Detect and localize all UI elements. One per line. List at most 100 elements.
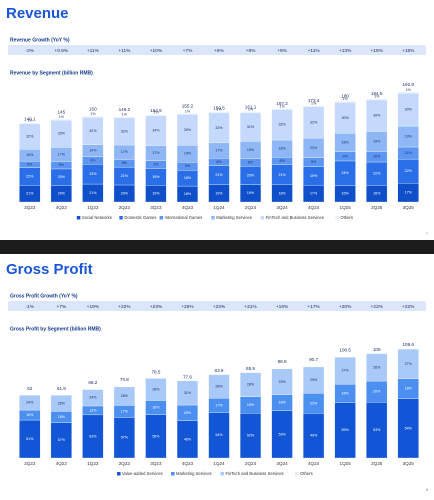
x-tick-label: 3Q25	[403, 205, 415, 210]
legend-swatch	[171, 472, 175, 476]
segment-label: 53%	[373, 428, 381, 432]
segment-label: 17%	[405, 191, 413, 195]
segment-label: 1%	[311, 101, 317, 105]
segment-label: 57%	[121, 436, 129, 440]
bar-segment	[366, 98, 388, 101]
segment-label: 18%	[152, 406, 160, 410]
x-tick-label: 4Q23	[182, 205, 194, 210]
segment-label: 18%	[405, 387, 413, 391]
bar-segment	[50, 395, 72, 412]
bar-segment	[113, 116, 135, 118]
segment-label: 28%	[215, 384, 223, 388]
segment-label: 14%	[89, 149, 97, 153]
segment-label: 19%	[310, 174, 318, 178]
segment-label: 31%	[247, 125, 255, 129]
bar-segment	[366, 353, 388, 382]
legend-label: International Games	[165, 215, 203, 220]
segment-label: 1%	[90, 112, 96, 116]
segment-label: 54%	[405, 426, 413, 430]
segment-label: 32%	[121, 129, 129, 133]
segment-label: 17%	[215, 149, 223, 153]
segment-label: 26%	[121, 394, 129, 398]
segment-label: 24%	[342, 171, 350, 175]
segment-label: 26%	[58, 401, 66, 405]
growth-row	[8, 45, 426, 55]
segment-label: 16%	[373, 192, 381, 196]
segment-label: 18%	[278, 401, 286, 405]
legend-swatch	[119, 216, 123, 220]
x-tick-label: 3Q25	[403, 461, 415, 466]
segment-label: 27%	[405, 362, 413, 366]
legend-label: Value-added Services	[122, 471, 163, 476]
segment-label: 24%	[26, 401, 34, 405]
growth-value: +22%	[118, 304, 131, 310]
segment-label: 17%	[152, 151, 160, 155]
growth-value: +17%	[307, 304, 320, 310]
segment-label: 22%	[373, 172, 381, 176]
segment-label: 34%	[152, 129, 160, 133]
segment-label: 21%	[89, 191, 97, 195]
growth-value: +23%	[150, 304, 163, 310]
total-label: 78.5	[151, 369, 160, 374]
growth-value: +16%	[276, 304, 289, 310]
segment-label: 1%	[185, 109, 191, 113]
x-tick-label: 3Q23	[150, 461, 162, 466]
segment-label: 1%	[153, 110, 159, 114]
growth-value: +7%	[183, 48, 193, 54]
bar-segment	[176, 380, 199, 406]
segment-label: 52%	[247, 434, 255, 438]
legend-swatch	[76, 216, 81, 220]
bar-segment	[397, 348, 419, 379]
segment-label: 18%	[278, 191, 286, 195]
legend-swatch	[117, 472, 121, 476]
bar-segment	[334, 356, 356, 385]
segment-label: 19%	[215, 191, 223, 195]
segment-label: 1%	[122, 113, 128, 117]
segment-label: 21%	[26, 192, 34, 196]
x-tick-label: 2Q25	[371, 205, 383, 210]
segment-label: 21%	[215, 173, 223, 177]
segment-label: 31%	[184, 391, 192, 395]
x-tick-label: 3Q22	[24, 461, 36, 466]
segment-label: 15%	[26, 153, 34, 157]
legend-swatch	[335, 216, 339, 220]
legend-label: FinTech and Business Services	[266, 215, 324, 220]
segment-label: 53%	[278, 432, 286, 436]
x-tick-label: 3Q22	[24, 205, 36, 210]
bar-segment	[19, 395, 41, 411]
segment-label: 20%	[184, 411, 192, 415]
legend-label: Social Networks	[82, 215, 112, 220]
growth-value: +11%	[118, 48, 131, 54]
bar-segment	[271, 108, 293, 110]
segment-label: 9%	[343, 154, 349, 158]
segment-label: 9%	[59, 163, 65, 167]
segment-label: 1%	[27, 119, 33, 123]
x-tick-label: 1Q23	[87, 461, 99, 466]
chart-subtitle: Gross Profit by Segment (billion RMB)	[10, 326, 101, 332]
segment-label: 9%	[122, 161, 128, 165]
growth-value: +6%	[214, 48, 224, 54]
segment-label: 1%	[216, 108, 222, 112]
growth-value: +23%	[213, 304, 226, 310]
total-label: 150	[89, 107, 97, 112]
growth-value: +19%	[87, 304, 100, 310]
segment-label: 21%	[121, 174, 129, 178]
total-label: 172.4	[308, 98, 320, 103]
total-label: 88.8	[278, 359, 287, 364]
growth-value: -1%	[26, 304, 35, 310]
segment-label: 17%	[58, 152, 66, 156]
growth-value: +21%	[244, 304, 257, 310]
growth-value: +7%	[56, 304, 66, 310]
segment-label: 63%	[89, 434, 97, 438]
bar-segment	[239, 372, 262, 397]
bar-segment	[176, 113, 199, 115]
segment-label: 27%	[342, 369, 350, 373]
segment-label: 49%	[310, 434, 318, 438]
segment-label: 16%	[342, 192, 350, 196]
segment-label: 28%	[152, 387, 160, 391]
growth-value: +20%	[339, 304, 352, 310]
segment-label: 57%	[58, 438, 66, 442]
segment-label: 55%	[342, 428, 350, 432]
x-tick-label: 2Q23	[119, 205, 131, 210]
x-tick-label: 4Q24	[308, 461, 320, 466]
